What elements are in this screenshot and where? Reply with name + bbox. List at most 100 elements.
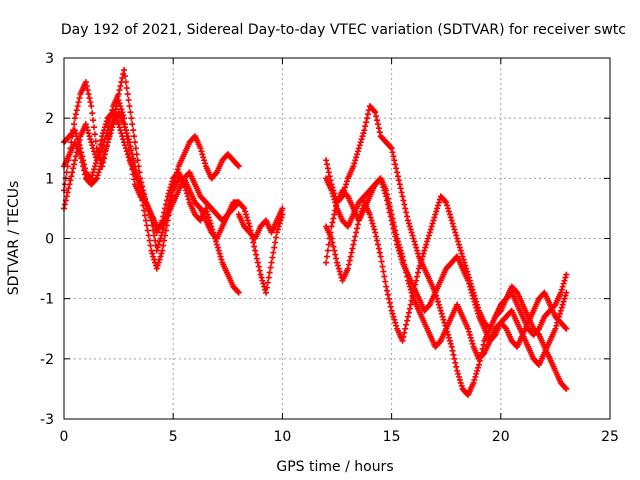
data-point: [150, 253, 157, 260]
y-axis-title: SDTVAR / TECUs: [6, 181, 22, 296]
data-point: [265, 274, 272, 281]
data-point: [400, 197, 407, 204]
data-point: [121, 73, 128, 80]
data-point: [455, 241, 462, 248]
data-point: [234, 162, 241, 169]
data-point: [468, 337, 475, 344]
data-point: [329, 190, 336, 197]
data-point: [253, 255, 260, 262]
data-point: [409, 232, 416, 239]
data-point: [185, 196, 192, 203]
data-point: [395, 177, 402, 184]
data-point: [163, 222, 170, 229]
data-point: [465, 274, 472, 281]
data-point: [72, 130, 79, 137]
data-point: [276, 220, 283, 227]
data-point: [563, 385, 570, 392]
data-point: [107, 130, 114, 137]
data-point: [73, 107, 80, 114]
data-point: [165, 212, 172, 219]
data-point: [404, 217, 411, 224]
data-point: [246, 223, 253, 230]
data-point: [391, 157, 398, 164]
data-point: [343, 181, 350, 188]
data-point: [132, 145, 139, 152]
data-point: [324, 247, 331, 254]
data-point: [252, 247, 259, 254]
data-point: [457, 379, 464, 386]
data-point: [98, 160, 105, 167]
data-point: [91, 163, 98, 170]
data-point: [130, 127, 137, 134]
data-point: [473, 370, 480, 377]
data-point: [174, 166, 181, 173]
data-point: [156, 256, 163, 263]
data-point: [141, 207, 148, 214]
data-point: [443, 199, 450, 206]
data-point: [392, 227, 399, 234]
data-point: [402, 325, 409, 332]
data-point: [151, 232, 158, 239]
data-point: [364, 111, 371, 118]
data-point: [361, 127, 368, 134]
data-point: [244, 217, 251, 224]
data-point: [417, 259, 424, 266]
data-point: [389, 149, 396, 156]
data-point: [240, 204, 247, 211]
data-point: [335, 265, 342, 272]
data-point: [125, 136, 132, 143]
data-point: [155, 241, 162, 248]
data-point: [120, 136, 127, 143]
data-point: [426, 229, 433, 236]
data-point: [92, 176, 99, 183]
data-point: [148, 247, 155, 254]
data-point: [142, 217, 149, 224]
data-point: [326, 173, 333, 180]
data-point: [404, 317, 411, 324]
data-point: [331, 247, 338, 254]
data-point: [425, 235, 431, 242]
data-point: [266, 269, 273, 276]
data-point: [235, 289, 242, 296]
data-point: [435, 298, 442, 305]
data-point: [449, 220, 456, 227]
data-point: [465, 271, 472, 278]
data-point: [354, 221, 361, 228]
data-point: [451, 226, 458, 233]
axes: 0 5 10 15 20 25 -3 -2 -1 0 1 2 3: [40, 51, 619, 445]
data-point: [391, 223, 398, 230]
data-point: [85, 91, 92, 98]
data-point: [366, 211, 373, 218]
data-point: [372, 229, 379, 236]
data-point: [128, 147, 135, 154]
data-point: [460, 256, 467, 263]
data-point: [404, 213, 411, 220]
data-point: [399, 253, 406, 260]
data-point: [324, 165, 331, 172]
data-point: [152, 237, 158, 244]
data-point: [200, 154, 207, 161]
data-point: [169, 192, 176, 199]
data-point: [107, 115, 114, 122]
data-point: [393, 231, 400, 238]
data-point: [437, 307, 444, 314]
data-point: [425, 302, 432, 309]
data-point: [259, 277, 266, 284]
data-point: [157, 235, 164, 242]
data-point: [161, 237, 168, 244]
data-point: [376, 249, 383, 256]
data-point: [374, 117, 381, 124]
data-point: [414, 269, 421, 276]
data-point: [92, 160, 99, 167]
data-point: [137, 187, 144, 194]
data-point: [93, 175, 100, 182]
data-point: [117, 127, 124, 134]
data-point: [112, 106, 119, 113]
data-point: [399, 193, 406, 200]
x-tick-label: 15: [383, 429, 401, 445]
data-point: [80, 163, 87, 170]
data-point: [394, 173, 401, 180]
data-point: [384, 291, 391, 298]
data-point: [86, 95, 93, 102]
data-point: [164, 217, 171, 224]
